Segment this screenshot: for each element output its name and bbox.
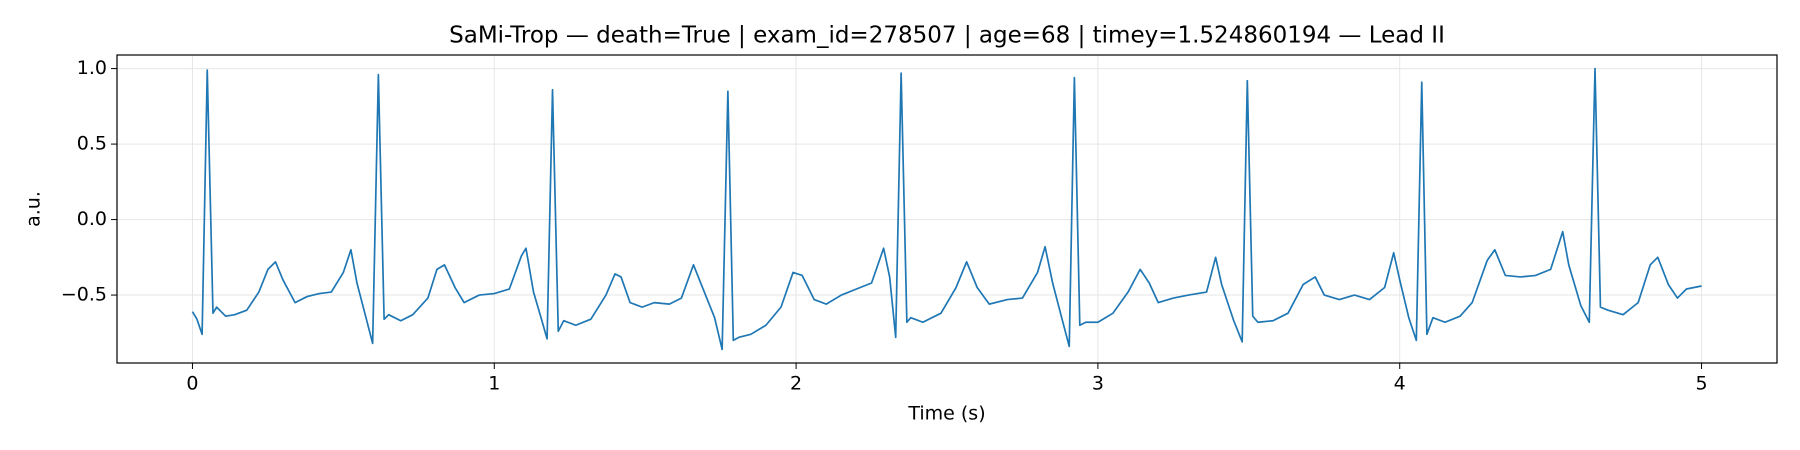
y-tick-label: −0.5: [61, 284, 107, 306]
chart-title: SaMi-Trop — death=True | exam_id=278507 …: [449, 23, 1445, 49]
x-tick-label: 1: [488, 373, 500, 395]
plot-frame: [116, 54, 1778, 364]
x-axis-label: Time (s): [907, 403, 985, 425]
x-tick-label: 5: [1695, 373, 1707, 395]
ecg-line: [191, 67, 1702, 351]
x-tick-label: 3: [1092, 373, 1104, 395]
y-tick-label: 1.0: [77, 57, 107, 79]
x-tick-label: 0: [186, 373, 198, 395]
y-tick-label: 0.5: [77, 133, 107, 155]
y-tick-label: 0.0: [77, 208, 107, 230]
x-tick-label: 4: [1394, 373, 1406, 395]
x-tick-label: 2: [790, 373, 802, 395]
y-axis-label: a.u.: [23, 191, 45, 227]
